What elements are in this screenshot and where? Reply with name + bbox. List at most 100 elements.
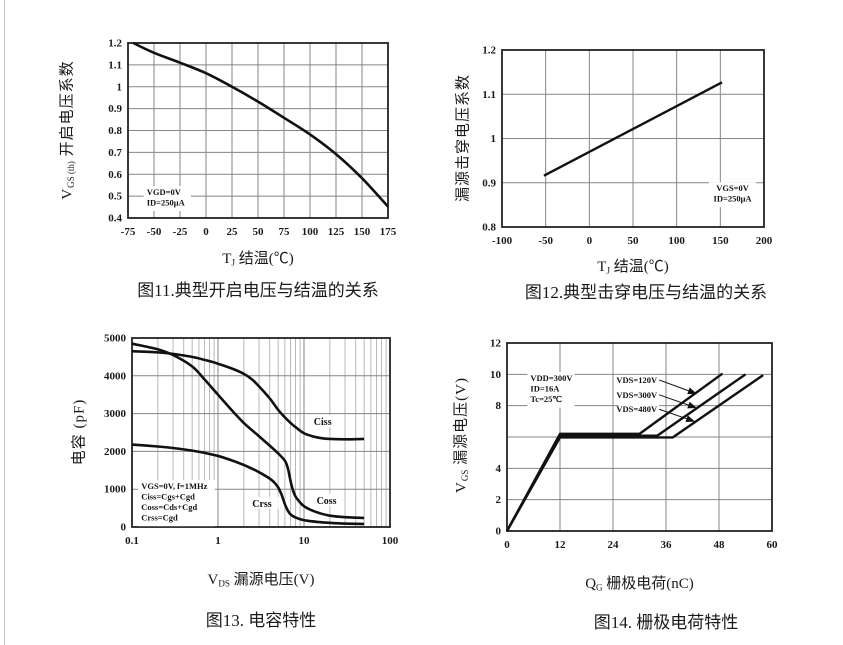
svg-text:Tc=25℃: Tc=25℃ [530, 394, 562, 404]
svg-text:0: 0 [504, 539, 510, 551]
svg-text:0.1: 0.1 [125, 535, 139, 547]
svg-text:ID=16A: ID=16A [530, 384, 560, 394]
figure11-y-axis-label: VGS (th) 开启电压系数 [56, 60, 77, 199]
svg-text:4000: 4000 [104, 370, 127, 382]
figure14-y-axis-label-pre: V [453, 481, 470, 493]
svg-text:36: 36 [661, 539, 673, 551]
svg-text:3000: 3000 [104, 408, 127, 420]
svg-text:60: 60 [767, 539, 779, 551]
svg-text:150: 150 [712, 235, 729, 247]
figure12-block: VGS=0V ID=250μA -100 -50 0 50 100 150 200 1.2 1.1 1… [421, 0, 843, 320]
figure12-y-axis-label-pre: 漏源击穿电压系数 [455, 73, 472, 203]
svg-text:0: 0 [203, 226, 209, 238]
svg-text:Crss: Crss [252, 499, 272, 510]
svg-text:Crss=Cgd: Crss=Cgd [141, 513, 178, 523]
svg-text:Coss: Coss [317, 496, 337, 507]
svg-text:12: 12 [490, 338, 502, 350]
svg-text:50: 50 [628, 235, 640, 247]
svg-text:175: 175 [380, 226, 397, 238]
figure11-caption: 图11.典型开启电压与结温的关系 [137, 281, 379, 300]
svg-text:8: 8 [496, 400, 502, 412]
svg-text:12: 12 [555, 539, 567, 551]
svg-text:0.5: 0.5 [108, 191, 122, 203]
svg-text:100: 100 [382, 535, 399, 547]
svg-text:1: 1 [491, 133, 497, 145]
svg-text:0.6: 0.6 [108, 169, 122, 181]
svg-text:1: 1 [215, 535, 221, 547]
figure13-caption: 图13. 电容特性 [205, 611, 317, 630]
figure14-y-axis-label-post: 漏源电压(V) [453, 377, 470, 470]
figure12-x-axis-label-sub: J [606, 265, 610, 276]
svg-text:24: 24 [608, 539, 620, 551]
figure14-x-axis-label-post: 栅极电荷(nC) [602, 576, 694, 592]
svg-text:VDS=120V: VDS=120V [616, 375, 658, 385]
svg-text:1.2: 1.2 [482, 45, 496, 57]
figure13-x-axis-label-sub: DS [218, 578, 230, 589]
figure12-x-axis-label-post: 结温(℃) [609, 259, 669, 275]
svg-text:5000: 5000 [104, 333, 127, 345]
svg-text:VGS=0V, f=1MHz: VGS=0V, f=1MHz [141, 481, 207, 491]
svg-text:1000: 1000 [104, 484, 127, 496]
svg-text:0: 0 [587, 235, 593, 247]
figure13-x-axis-label-post: 漏源电压(V) [229, 572, 315, 588]
figure13-plot: VGS=0V, f=1MHzCiss=Cgs+CgdCoss=Cds+CgdCr… [104, 333, 399, 548]
svg-text:150: 150 [354, 226, 371, 238]
svg-text:VDD=300V: VDD=300V [530, 373, 573, 383]
svg-text:Ciss=Cgs+Cgd: Ciss=Cgs+Cgd [141, 492, 195, 502]
figure14-block: VDD=300V ID=16A Tc=25℃ VDS=120V VDS=300V VDS=… [421, 320, 843, 645]
svg-text:1.2: 1.2 [108, 38, 122, 50]
svg-text:0.8: 0.8 [482, 222, 496, 234]
svg-text:0: 0 [496, 526, 502, 538]
svg-text:ID=250μA: ID=250μA [147, 198, 186, 208]
figure11-x-axis-label-sub: J [231, 257, 235, 268]
svg-text:1: 1 [117, 81, 123, 93]
svg-text:1.1: 1.1 [482, 89, 496, 101]
figure13-y-axis-label: 电容 (pF) [68, 399, 89, 466]
figure12-caption: 图12.典型击穿电压与结温的关系 [524, 283, 768, 302]
svg-text:0.8: 0.8 [108, 125, 122, 137]
svg-text:0.9: 0.9 [482, 177, 496, 189]
svg-text:4: 4 [496, 463, 502, 475]
figure14-y-axis-label: VGS 漏源电压(V) [450, 377, 471, 493]
svg-text:10: 10 [299, 535, 311, 547]
svg-text:Ciss: Ciss [314, 417, 332, 428]
svg-text:-50: -50 [538, 235, 553, 247]
figure11-x-axis-label-post: 结温(℃) [234, 251, 294, 267]
svg-text:VGD=0V: VGD=0V [147, 187, 182, 197]
figure12-y-axis-label: 漏源击穿电压系数 [452, 74, 473, 202]
svg-text:ID=250μA: ID=250μA [714, 194, 753, 204]
svg-text:2: 2 [496, 494, 502, 506]
svg-text:100: 100 [668, 235, 685, 247]
svg-text:0: 0 [121, 522, 127, 534]
svg-text:VDS=480V: VDS=480V [616, 404, 658, 414]
figure11-y-axis-label-pre: V [59, 187, 76, 200]
figure14-y-axis-label-sub: GS [460, 469, 471, 482]
figure12-x-axis-label: TJ 结温(℃) [502, 255, 764, 276]
svg-text:Coss=Cds+Cgd: Coss=Cds+Cgd [141, 502, 197, 512]
svg-text:0.7: 0.7 [108, 147, 122, 159]
svg-text:0.9: 0.9 [108, 103, 122, 115]
figure11-x-axis-label: TJ 结温(℃) [128, 247, 388, 268]
svg-text:-100: -100 [492, 235, 513, 247]
svg-text:-25: -25 [173, 226, 188, 238]
svg-text:50: 50 [253, 226, 265, 238]
svg-text:-75: -75 [121, 226, 136, 238]
figure11-y-axis-label-post: 开启电压系数 [59, 60, 76, 162]
page-left-edge-line [4, 0, 5, 645]
figure12-x-axis-label-pre: T [597, 259, 607, 275]
svg-text:200: 200 [756, 235, 773, 247]
svg-text:VDS=300V: VDS=300V [616, 390, 658, 400]
svg-text:75: 75 [279, 226, 291, 238]
svg-text:25: 25 [227, 226, 239, 238]
figure11-x-axis-label-pre: T [222, 251, 232, 267]
svg-text:100: 100 [302, 226, 319, 238]
svg-text:0.4: 0.4 [108, 213, 122, 225]
figure13-block: VGS=0V, f=1MHz Ciss=Cgs+Cgd Coss=Cds+Cgd Cr… [0, 320, 421, 645]
svg-text:1.1: 1.1 [108, 59, 122, 71]
svg-text:VGS=0V: VGS=0V [716, 183, 750, 193]
figure13-y-axis-label-pre: 电容 (pF) [71, 398, 88, 466]
